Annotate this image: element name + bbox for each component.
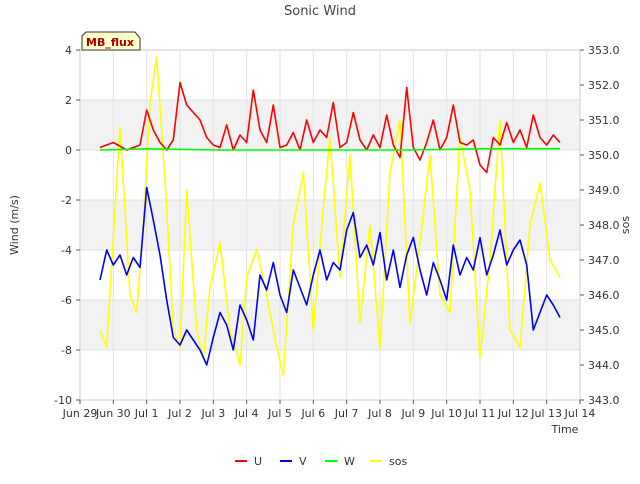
y-left-tick-label: 2	[65, 94, 72, 107]
x-tick-label: Jul 9	[400, 407, 425, 420]
background-band	[80, 350, 580, 400]
y-right-tick-label: 346.0	[588, 289, 620, 302]
x-tick-label: Jul 13	[530, 407, 562, 420]
y-axis-right-label: sos	[619, 216, 632, 234]
series-line-v	[99, 186, 561, 366]
y-right-tick-label: 351.0	[588, 114, 620, 127]
y-left-tick-label: -2	[61, 194, 72, 207]
y-right-tick-label: 344.0	[588, 359, 620, 372]
y-right-tick-label: 343.0	[588, 394, 620, 407]
x-tick-label: Jul 10	[430, 407, 462, 420]
y-right-tick-label: 353.0	[588, 44, 620, 57]
y-right-tick-label: 345.0	[588, 324, 620, 337]
y-left-tick-label: -8	[61, 344, 72, 357]
x-tick-label: Jul 12	[497, 407, 529, 420]
background-band	[80, 150, 580, 200]
x-tick-label: Jul 6	[300, 407, 325, 420]
x-tick-label: Jul 7	[334, 407, 359, 420]
y-left-tick-label: 4	[65, 44, 72, 57]
y-right-tick-label: 350.0	[588, 149, 620, 162]
y-left-tick-label: 0	[65, 144, 72, 157]
site-label-text: MB_flux	[86, 36, 134, 49]
background-band	[80, 50, 580, 100]
site-label-box: MB_flux	[81, 31, 141, 51]
legend-label-sos: sos	[389, 455, 407, 468]
legend-label-v: V	[299, 455, 307, 468]
x-tick-label: Jul 11	[464, 407, 496, 420]
site-label-background	[81, 31, 141, 51]
x-tick-label: Jul 5	[267, 407, 292, 420]
legend-label-u: U	[254, 455, 262, 468]
series-line-u	[99, 81, 561, 174]
series-layer	[99, 56, 561, 377]
legend-label-w: W	[344, 455, 355, 468]
y-axis-right: 353.0 352.0 351.0 350.0 349.0 348.0 347.0 346.0…	[580, 44, 620, 407]
x-tick-label: Jun 29	[62, 407, 98, 420]
series-line-sos	[99, 56, 561, 377]
y-left-tick-label: -10	[54, 394, 72, 407]
x-axis-label: Time	[551, 423, 579, 436]
y-right-tick-label: 349.0	[588, 184, 620, 197]
y-axis-left-label: Wind (m/s)	[8, 195, 21, 255]
background-band	[80, 300, 580, 350]
series-line-w	[99, 148, 560, 151]
x-tick-label: Jul 2	[167, 407, 192, 420]
y-left-tick-label: -4	[61, 244, 72, 257]
chart-title: Sonic Wind	[284, 4, 356, 19]
x-tick-label: Jul 14	[564, 407, 596, 420]
x-tick-label: Jul 3	[200, 407, 225, 420]
y-axis-left: 4 2 0 -2 -4 -6 -8 -10	[54, 44, 80, 407]
x-tick-label: Jun 30	[95, 407, 131, 420]
x-tick-label: Jul 1	[134, 407, 159, 420]
y-left-tick-label: -6	[61, 294, 72, 307]
y-right-tick-label: 348.0	[588, 219, 620, 232]
y-right-tick-label: 352.0	[588, 79, 620, 92]
y-right-tick-label: 347.0	[588, 254, 620, 267]
x-tick-label: Jul 8	[367, 407, 392, 420]
x-tick-label: Jul 4	[234, 407, 259, 420]
